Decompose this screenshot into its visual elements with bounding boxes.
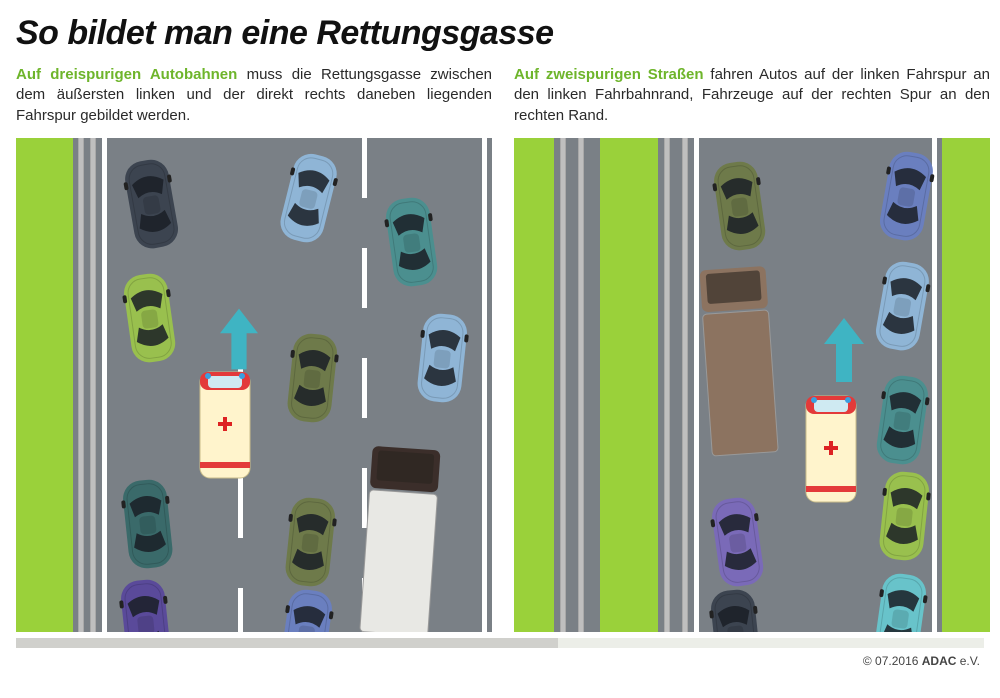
panel-three-lane [16,138,492,632]
direction-arrow-icon [220,308,258,375]
lane-line-solid [482,138,487,632]
barrier [560,138,566,632]
bottom-strip [16,638,984,648]
car-icon [277,491,343,597]
lead-right: Auf zweispurigen Straßen fahren Autos au… [514,65,990,126]
grass [514,138,554,632]
car-icon [703,583,769,632]
car-icon [377,190,447,298]
grass [942,138,990,632]
col-left: Auf dreispurigen Autobahnen muss die Ret… [16,65,492,632]
car-icon [867,368,937,476]
car-icon [116,152,189,261]
ambulance-icon [800,390,862,513]
grass [16,138,73,632]
car-icon [279,327,345,433]
truck-icon [357,443,442,631]
car-icon [703,490,773,598]
grass [600,138,658,632]
columns: Auf dreispurigen Autobahnen muss die Ret… [16,65,984,632]
page-title: So bildet man eine Rettungsgasse [16,14,984,53]
car-icon [865,566,935,631]
car-icon [269,144,348,256]
car-icon [409,307,475,413]
panel-two-lane [514,138,990,632]
car-icon [113,573,179,632]
car-icon [115,473,181,579]
car-icon [115,266,185,374]
barrier [578,138,584,632]
credit: © 07.2016 ADAC e.V. [16,654,984,668]
lane-line-solid [102,138,107,632]
col-right: Auf zweispurigen Straßen fahren Autos au… [514,65,990,632]
car-icon [871,465,937,571]
car-icon [866,254,939,363]
barrier [682,138,688,632]
truck-icon [697,264,780,463]
barrier [78,138,84,632]
lane-line-solid [694,138,699,632]
direction-arrow-icon [824,318,864,387]
barrier [664,138,670,632]
barrier [90,138,96,632]
car-icon [705,154,775,262]
ambulance-icon [194,366,256,489]
lead-left: Auf dreispurigen Autobahnen muss die Ret… [16,65,492,126]
